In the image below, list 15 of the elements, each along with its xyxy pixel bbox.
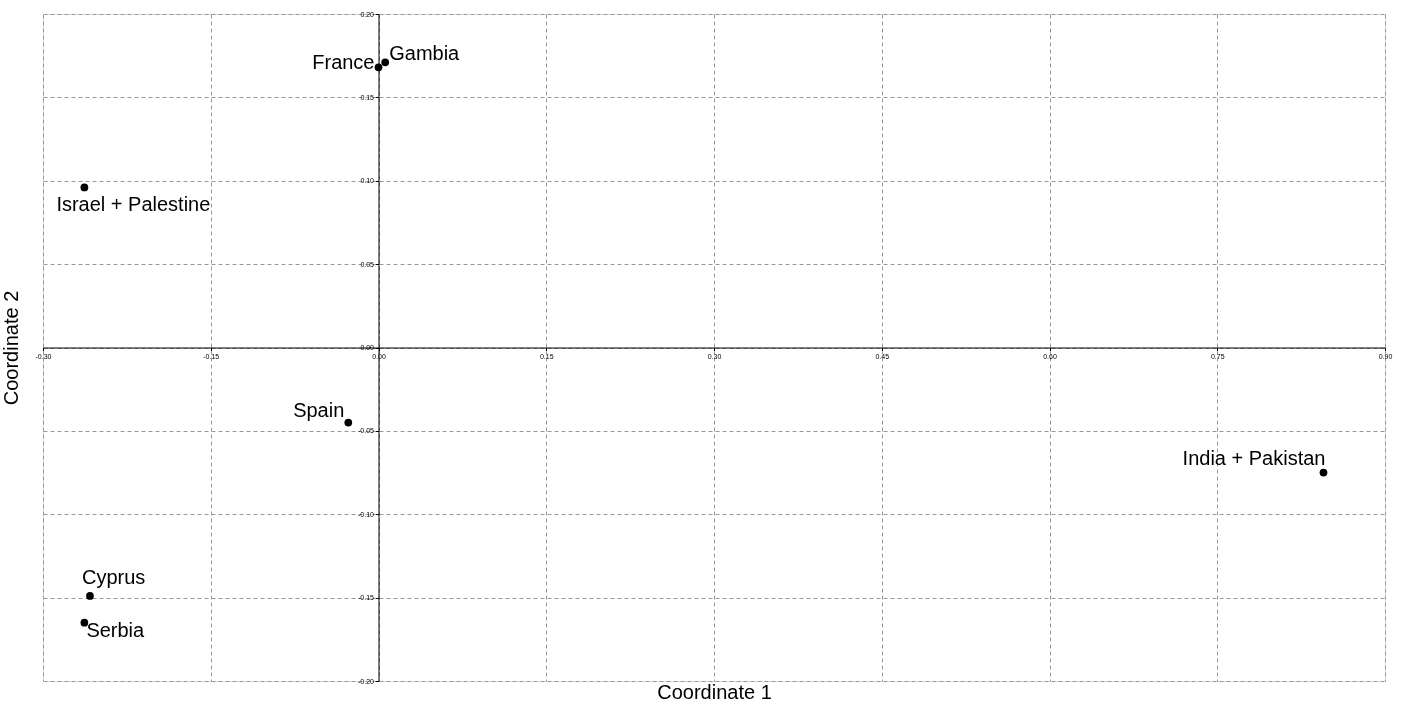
y-axis-title: Coordinate 2 (0, 290, 22, 406)
annotation: Spain (293, 398, 345, 421)
annotation: Gambia (389, 42, 461, 65)
annotation: India + Pakistan (1182, 446, 1326, 469)
point (86, 592, 94, 600)
point (374, 63, 383, 72)
annotation: Israel + Palestine (56, 193, 211, 216)
point (381, 58, 390, 67)
annotation: Serbia (86, 618, 146, 641)
x-axis-title: Coordinate 1 (657, 680, 772, 703)
point (344, 418, 353, 427)
point (80, 183, 89, 192)
point (1319, 468, 1328, 477)
annotation: Cyprus (81, 565, 146, 588)
annotation: France (312, 51, 375, 74)
